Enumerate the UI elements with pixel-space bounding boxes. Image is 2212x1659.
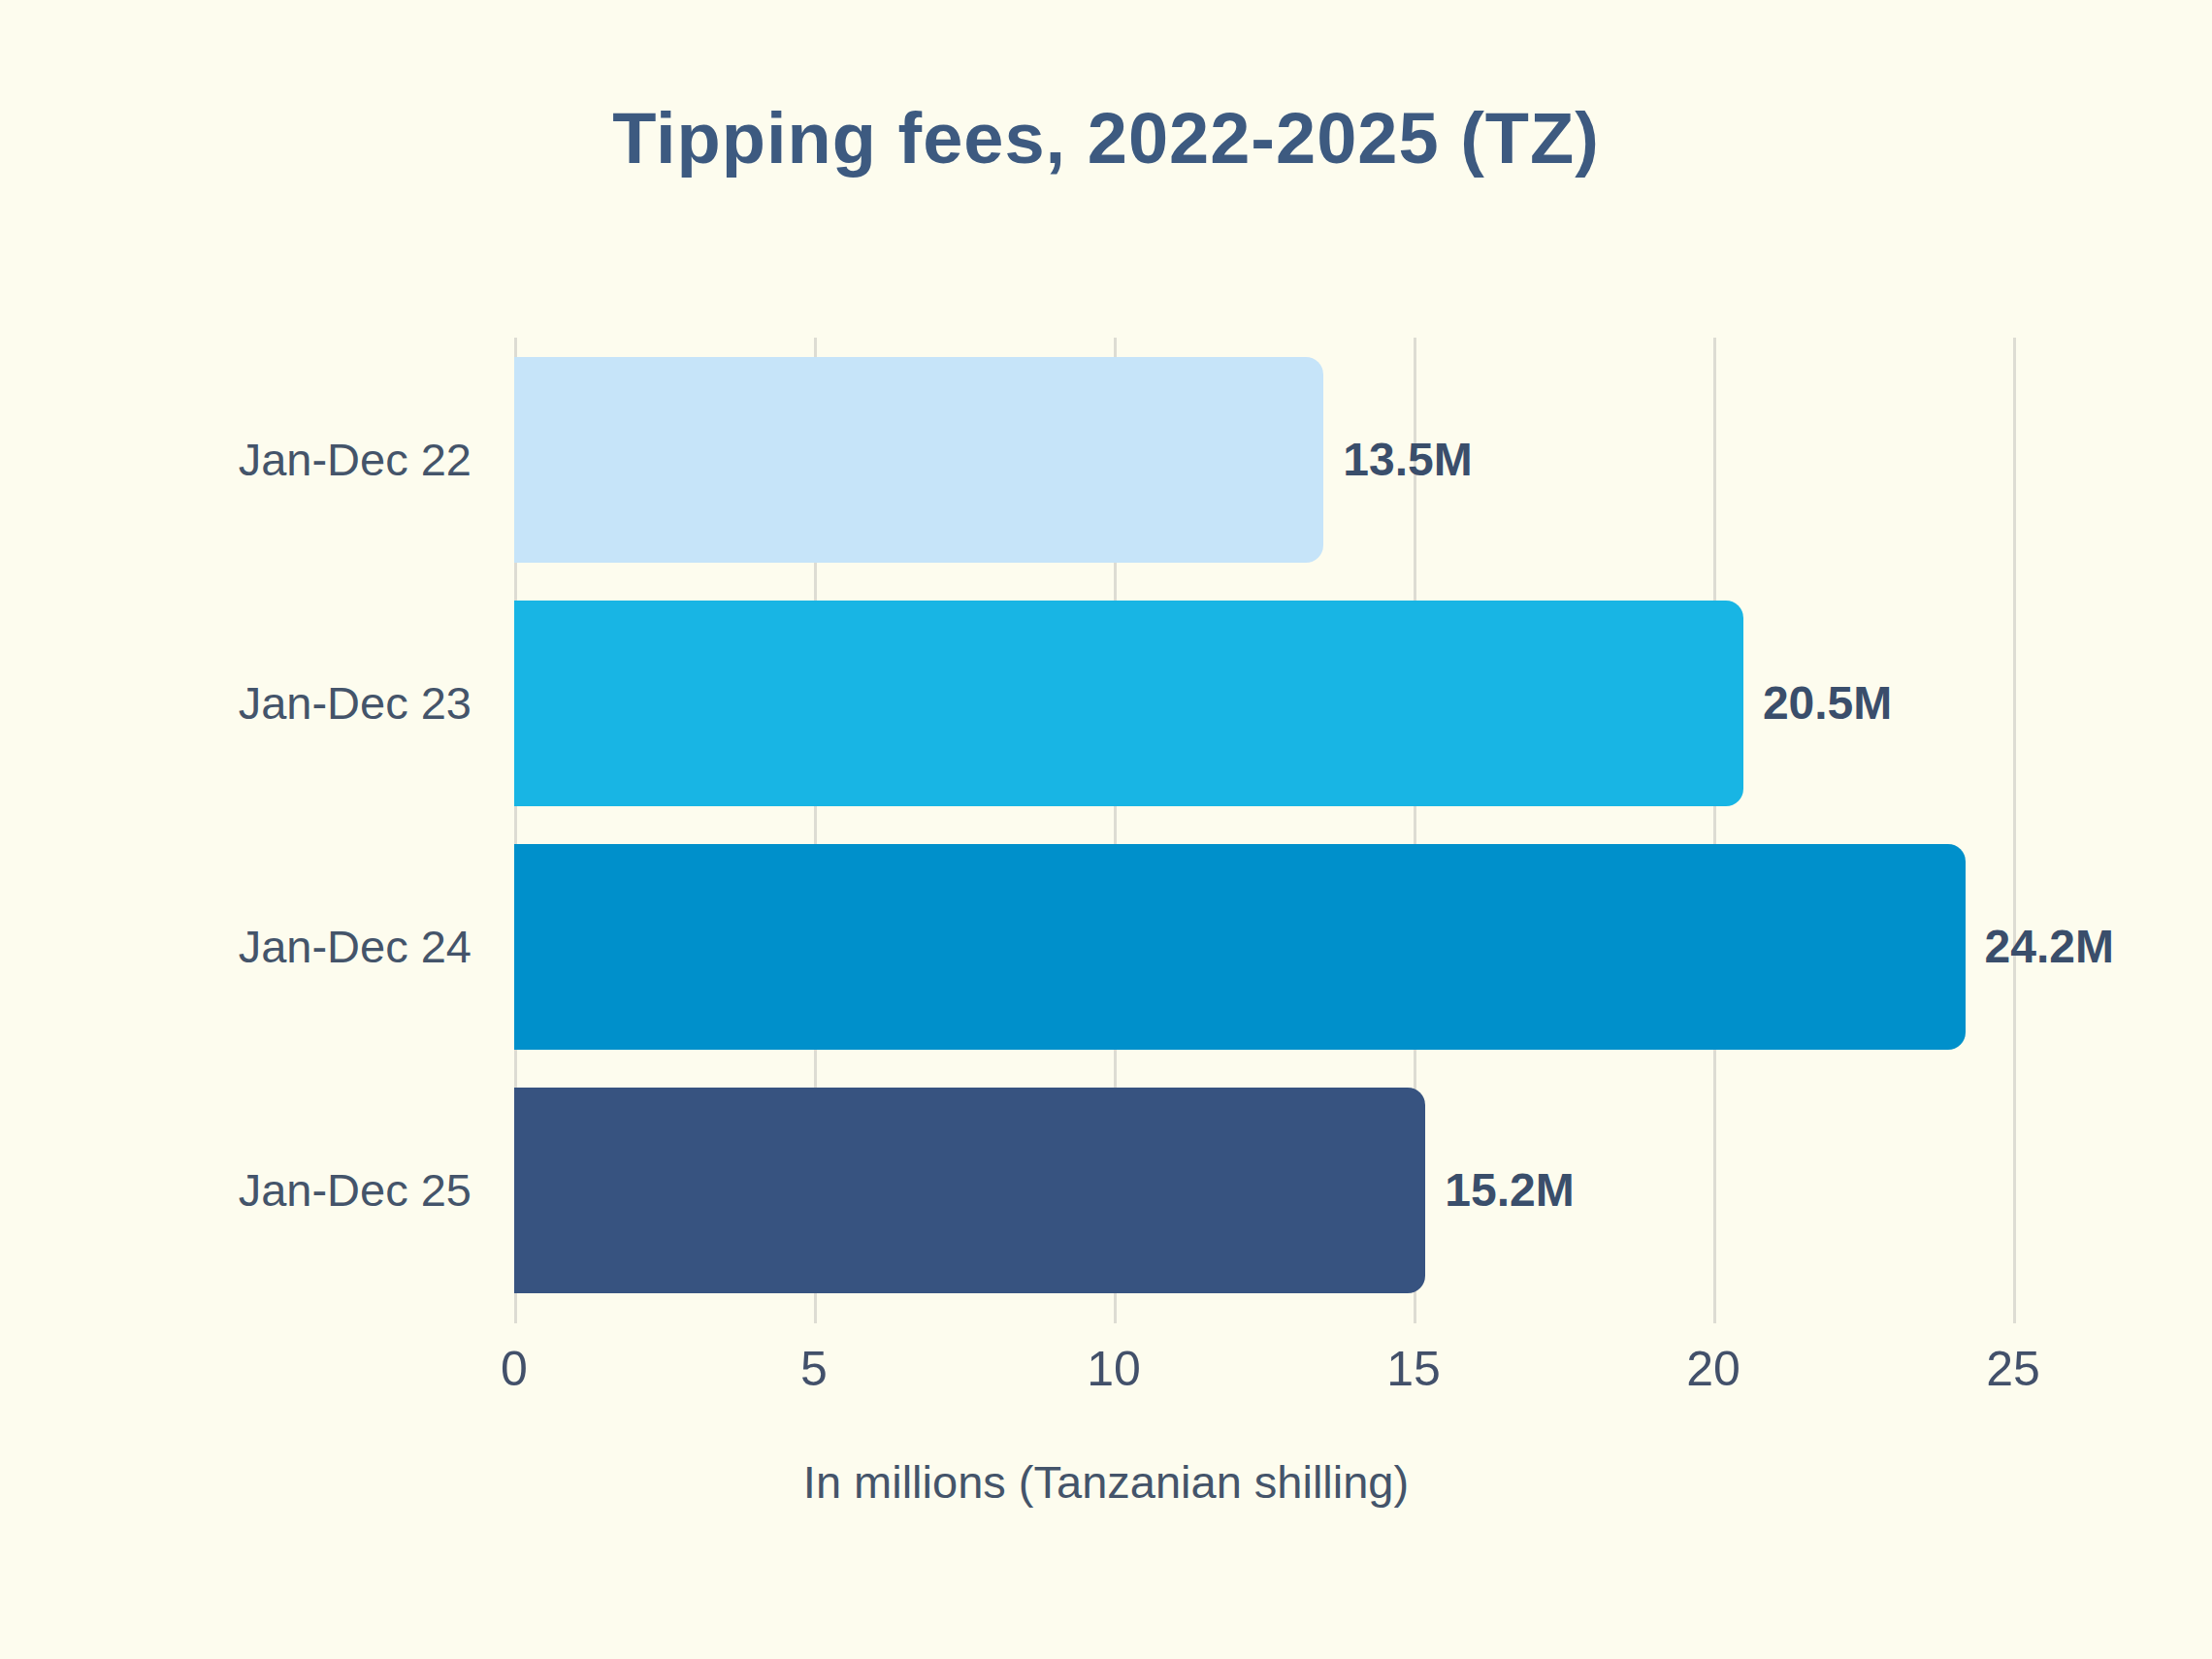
x-tick-label: 5 [800,1341,828,1397]
category-label: Jan-Dec 22 [0,433,514,486]
value-label: 13.5M [1343,433,1472,486]
x-axis-label: In millions (Tanzanian shilling) [0,1455,2212,1509]
chart-title: Tipping fees, 2022-2025 (TZ) [0,97,2212,179]
category-label: Jan-Dec 23 [0,676,514,730]
bar-track: 13.5M [514,338,2212,581]
bar [514,844,1966,1050]
bar-row: Jan-Dec 25 15.2M [0,1068,2212,1312]
bar-row: Jan-Dec 23 20.5M [0,581,2212,825]
bar-track: 20.5M [514,581,2212,825]
chart-canvas: Tipping fees, 2022-2025 (TZ) Jan-Dec 22 … [0,0,2212,1659]
bar-row: Jan-Dec 22 13.5M [0,338,2212,581]
value-label: 15.2M [1445,1163,1574,1217]
category-label: Jan-Dec 25 [0,1163,514,1217]
bar [514,1088,1425,1293]
category-label: Jan-Dec 24 [0,920,514,973]
bar-track: 15.2M [514,1068,2212,1312]
x-tick-label: 25 [1986,1341,2040,1397]
bar-track: 24.2M [514,825,2212,1068]
bar [514,601,1743,806]
bar-row: Jan-Dec 24 24.2M [0,825,2212,1068]
value-label: 24.2M [1985,920,2114,973]
x-tick-label: 0 [501,1341,528,1397]
x-tick-label: 20 [1686,1341,1740,1397]
value-label: 20.5M [1763,676,1892,730]
x-tick-label: 10 [1087,1341,1141,1397]
bar-rows: Jan-Dec 22 13.5M Jan-Dec 23 20.5M Jan-De… [0,338,2212,1312]
x-tick-label: 15 [1386,1341,1441,1397]
bar [514,357,1323,563]
